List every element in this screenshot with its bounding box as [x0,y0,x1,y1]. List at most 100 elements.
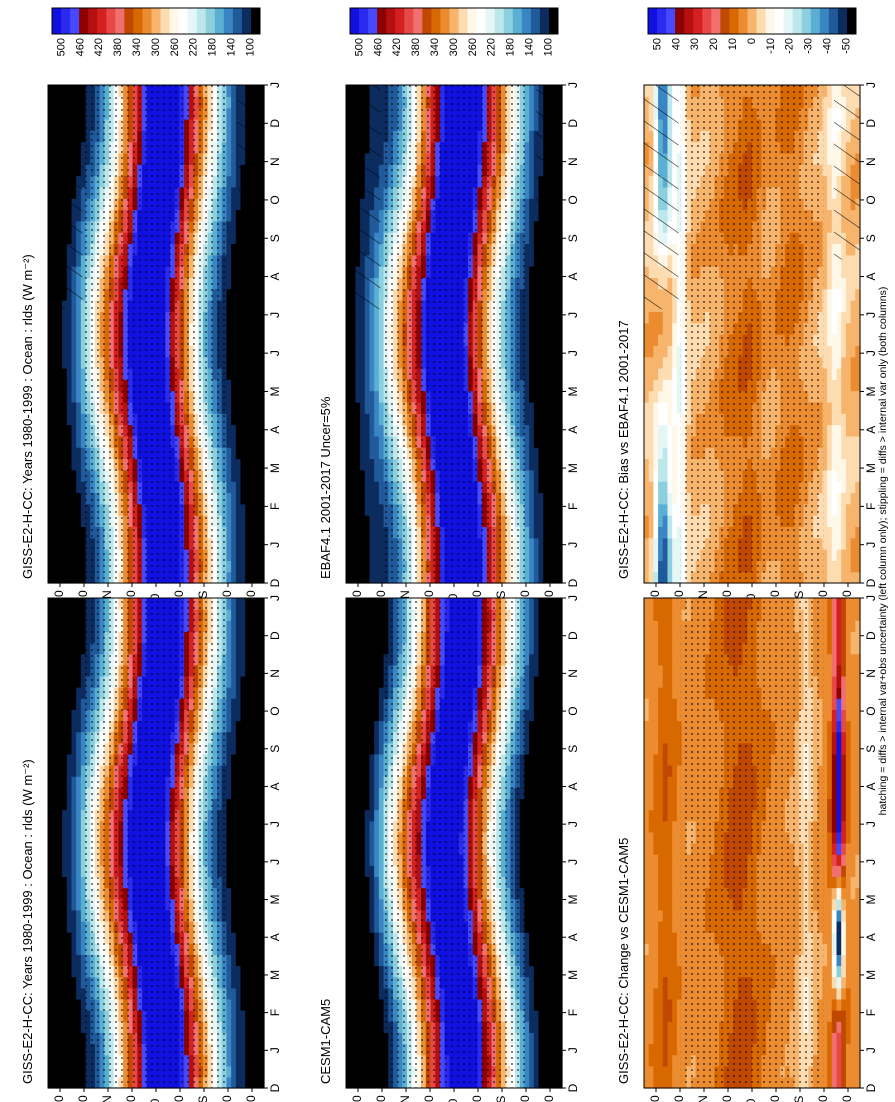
heatmap-cell [346,458,352,471]
heatmap-cell [62,526,68,539]
heatmap-cell [226,709,232,722]
heatmap-cell [52,898,58,911]
heatmap-cell [346,515,352,528]
heatmap-cell [378,266,385,279]
heatmap-cell [48,943,54,955]
heatmap-cell [249,1021,256,1033]
heatmap-cell [259,609,265,621]
heatmap-cell [52,1076,58,1089]
heatmap-cell [360,424,366,437]
heatmap-cell [259,876,265,889]
heatmap-cell [235,1032,242,1045]
heatmap-cell [249,390,256,403]
heatmap-cell [62,503,68,516]
heatmap-cell [62,854,68,866]
heatmap-cell [360,458,366,471]
stippling-overlay [84,598,228,1088]
heatmap-cell [369,367,375,380]
heatmap-cell [76,322,82,335]
heatmap-cell [71,675,77,688]
heatmap-cell [240,898,246,911]
heatmap-cell [346,435,352,448]
heatmap-cell [226,1010,232,1022]
heatmap-cell [249,560,256,573]
heatmap-cell [62,1065,68,1078]
heatmap-cell [245,987,251,1000]
heatmap-cell [226,288,232,301]
heatmap-cell [62,798,68,811]
heatmap-cell [364,334,371,346]
heatmap-cell [62,413,68,426]
heatmap-cell [369,560,375,573]
heatmap-cell [378,209,385,222]
heatmap-cell [71,322,77,335]
heatmap-cell [76,798,82,811]
heatmap-cell [57,998,63,1011]
heatmap-cell [240,379,246,392]
heatmap-cell [76,653,82,666]
heatmap-cell [364,367,371,380]
heatmap-cell [259,598,265,610]
heatmap-cell [226,537,232,550]
heatmap-cell [231,209,237,222]
heatmap-cell [249,334,256,346]
heatmap-cell [231,709,237,722]
heatmap-cell [249,709,256,722]
heatmap-cell [235,687,242,699]
heatmap-cell [80,609,87,621]
heatmap-cell [48,345,54,358]
heatmap-cell [235,1010,242,1022]
heatmap-cell [360,526,366,539]
heatmap-cell [235,653,242,666]
heatmap-cell [254,537,260,550]
heatmap-cell [364,571,371,584]
heatmap-cell [71,887,77,900]
heatmap-cell [259,798,265,811]
month-tick-label: M [268,463,282,473]
heatmap-cell [71,976,77,989]
heatmap-cell [245,820,251,833]
heatmap-cell [62,322,68,335]
month-tick-label: N [268,157,282,166]
heatmap-cell [62,367,68,380]
heatmap-cell [254,631,260,644]
heatmap-cell [80,909,87,922]
heatmap-cell [48,1076,54,1089]
colorbar-swatch [160,8,171,34]
heatmap-cell [350,571,356,584]
heatmap-cell [226,152,232,165]
heatmap-cell [259,300,265,312]
heatmap-cell [378,390,385,403]
heatmap-cell [249,492,256,505]
heatmap-cell [226,571,232,584]
heatmap-cell [245,469,251,482]
heatmap-cell [226,753,232,766]
heatmap-cell [249,687,256,699]
heatmap-cell [254,742,260,755]
heatmap-cell [71,571,77,584]
heatmap-cell [254,356,260,369]
heatmap-cell [80,865,87,878]
heatmap-cell [249,1032,256,1045]
heatmap-cell [254,609,260,621]
heatmap-cell [80,843,87,855]
heatmap-cell [254,720,260,733]
heatmap-cell [360,492,366,505]
heatmap-cell [245,1010,251,1022]
heatmap-cell [369,334,375,346]
heatmap-cell [48,909,54,922]
heatmap-cell [235,254,242,267]
heatmap-cell [245,526,251,539]
heatmap-cell [80,277,87,290]
heatmap-cell [254,887,260,900]
heatmap-cell [71,664,77,677]
heatmap-cell [48,401,54,414]
heatmap-cell [254,943,260,955]
heatmap-cell [80,130,87,143]
heatmap-cell [52,560,58,573]
heatmap-cell [378,345,385,358]
heatmap-cell [254,424,260,437]
heatmap-cell [346,560,352,573]
heatmap-cell [346,413,352,426]
heatmap-cell [231,107,237,120]
